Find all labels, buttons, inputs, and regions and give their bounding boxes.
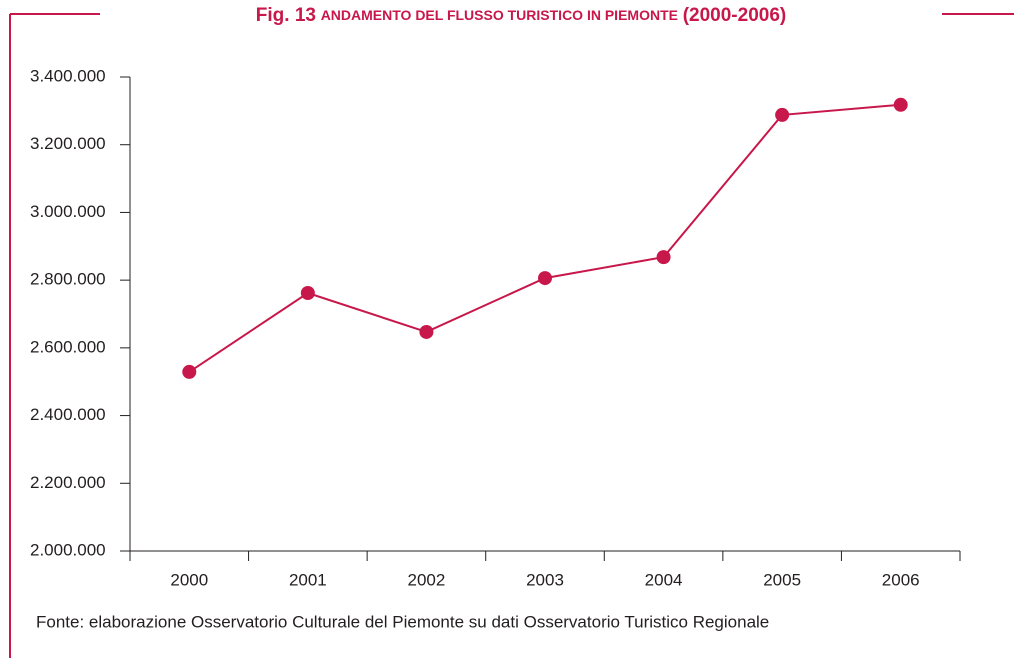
y-tick-label: 3.000.000 (30, 202, 106, 221)
data-point (419, 324, 434, 339)
x-tick-label: 2001 (289, 570, 327, 589)
y-tick-label: 3.200.000 (30, 134, 106, 153)
data-point (300, 286, 315, 301)
x-tick-label: 2006 (882, 570, 920, 589)
title-years: (2000-2006) (683, 5, 787, 26)
x-tick-label: 2000 (170, 570, 208, 589)
x-tick-label: 2002 (408, 570, 446, 589)
y-tick-label: 2.200.000 (30, 473, 106, 492)
title-main: ANDAMENTO DEL FLUSSO TURISTICO IN PIEMON… (321, 7, 678, 23)
data-point (893, 97, 908, 112)
x-tick-label: 2005 (763, 570, 801, 589)
x-tick-label: 2003 (526, 570, 564, 589)
y-tick-label: 2.000.000 (30, 540, 106, 559)
y-tick-label: 2.400.000 (30, 405, 106, 424)
data-point (656, 250, 671, 265)
chart-title: Fig. 13 ANDAMENTO DEL FLUSSO TURISTICO I… (256, 5, 786, 26)
data-point (775, 107, 790, 122)
data-point (182, 364, 197, 379)
y-tick-label: 3.400.000 (30, 66, 106, 85)
title-fig: Fig. 13 (256, 5, 316, 26)
y-tick-label: 2.600.000 (30, 337, 106, 356)
series-line (188, 103, 901, 373)
data-point (538, 271, 552, 286)
source-note: Fonte: elaborazione Osservatorio Cultura… (36, 612, 769, 631)
x-tick-label: 2004 (645, 570, 683, 589)
y-tick-label: 2.800.000 (30, 270, 106, 289)
